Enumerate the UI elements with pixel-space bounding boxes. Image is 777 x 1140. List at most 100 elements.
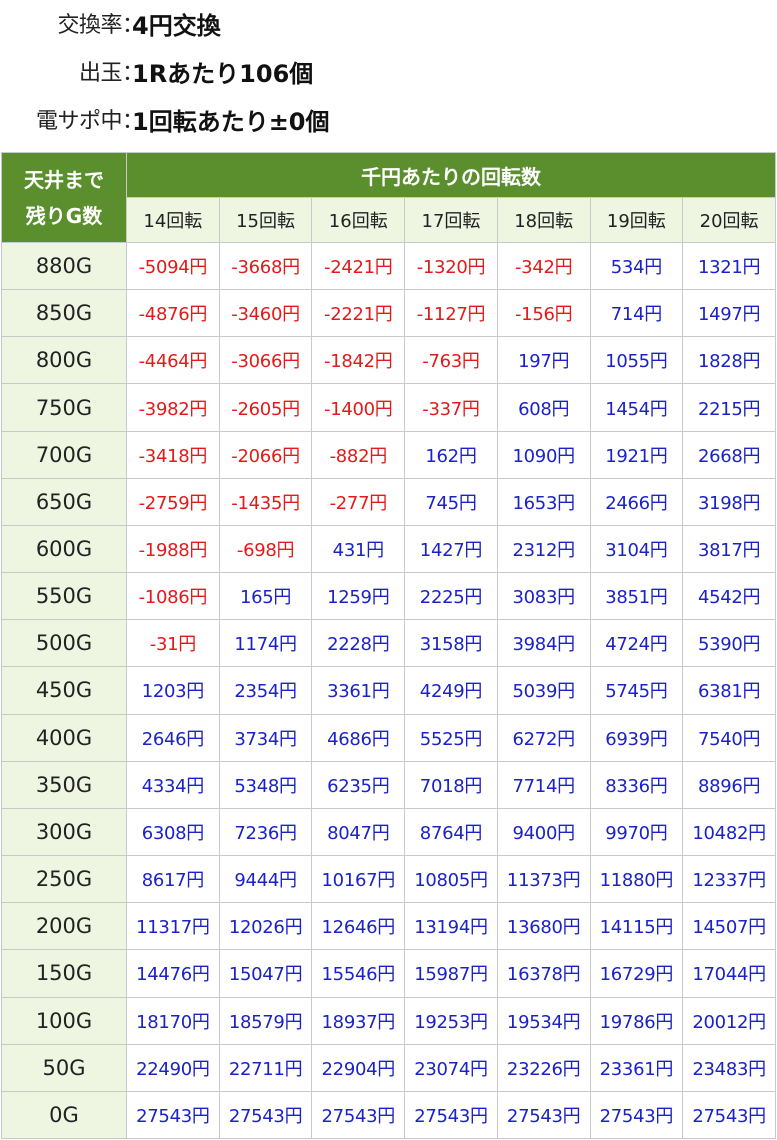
- value-cell: -2421円: [311, 241, 406, 291]
- table-row: 850G -4876円 -3460円 -2221円 -1127円 -156円 714円 149…: [1, 289, 776, 338]
- value-cell: 18937円: [311, 996, 406, 1045]
- value-cell: 22490円: [126, 1043, 220, 1092]
- table-row: 150G 14476円 15047円 15546円 15987円 16378円 16729円…: [1, 949, 776, 998]
- value-cell: -4876円: [126, 289, 220, 338]
- column-header: 17回転: [404, 197, 498, 243]
- row-header: 50G: [1, 1043, 127, 1092]
- value-cell: -1842円: [311, 336, 406, 385]
- value-cell: 12026円: [218, 902, 313, 951]
- value-cell: 16378円: [496, 949, 591, 998]
- row-header: 450G: [1, 666, 127, 715]
- value-cell: 16729円: [589, 949, 684, 998]
- expected-value-table: 天井まで 残りG数 千円あたりの回転数 14回転 15回転 16回転 17回転 18回転…: [1, 152, 776, 1140]
- value-cell: 8764円: [404, 807, 498, 857]
- value-cell: 15546円: [311, 949, 406, 998]
- value-cell: -1400円: [311, 383, 406, 432]
- value-cell: 197円: [496, 336, 591, 385]
- value-cell: 1090円: [496, 430, 591, 479]
- value-cell: 18579円: [218, 996, 313, 1045]
- value-cell: -337円: [404, 383, 498, 432]
- value-cell: -1127円: [404, 289, 498, 338]
- column-header: 18回転: [496, 197, 591, 243]
- value-cell: 10482円: [682, 807, 776, 857]
- value-cell: 3817円: [682, 524, 776, 574]
- table-row: 250G 8617円 9444円 10167円 10805円 11373円 11880円 12…: [1, 855, 776, 904]
- value-cell: 8896円: [682, 760, 776, 809]
- row-header: 100G: [1, 996, 127, 1045]
- support-row: 電サポ中 ： 1回転あたり±0個: [0, 99, 330, 139]
- value-cell: 22904円: [311, 1043, 406, 1092]
- value-cell: -1320円: [404, 241, 498, 291]
- table-row: 650G -2759円 -1435円 -277円 745円 1653円 2466円 3198円: [1, 477, 776, 526]
- value-cell: 2225円: [404, 572, 498, 621]
- value-cell: -3460円: [218, 289, 313, 338]
- value-cell: -3668円: [218, 241, 313, 291]
- value-cell: 5745円: [589, 666, 684, 715]
- remaining-games-header: 天井まで 残りG数: [1, 152, 127, 243]
- value-cell: -3066円: [218, 336, 313, 385]
- value-cell: -3982円: [126, 383, 220, 432]
- value-cell: 23074円: [404, 1043, 498, 1092]
- value-cell: 9400円: [496, 807, 591, 857]
- value-cell: -1988円: [126, 524, 220, 574]
- value-cell: -156円: [496, 289, 591, 338]
- row-header: 750G: [1, 383, 127, 432]
- exchange-rate-value: 4円交換: [132, 11, 221, 40]
- value-cell: -1086円: [126, 572, 220, 621]
- value-cell: 19534円: [496, 996, 591, 1045]
- value-cell: 12646円: [311, 902, 406, 951]
- value-cell: 7018円: [404, 760, 498, 809]
- value-cell: 5390円: [682, 619, 776, 668]
- value-cell: 6235円: [311, 760, 406, 809]
- value-cell: 13194円: [404, 902, 498, 951]
- value-cell: 3158円: [404, 619, 498, 668]
- value-cell: 1174円: [218, 619, 313, 668]
- value-cell: 1203円: [126, 666, 220, 715]
- value-cell: 27543円: [682, 1090, 776, 1140]
- value-cell: 13680円: [496, 902, 591, 951]
- table-row: 750G -3982円 -2605円 -1400円 -337円 608円 1454円 2215…: [1, 383, 776, 432]
- value-cell: 5348円: [218, 760, 313, 809]
- value-cell: -882円: [311, 430, 406, 479]
- column-header: 20回転: [682, 197, 776, 243]
- row-header: 650G: [1, 477, 127, 526]
- spins-per-thousand-header: 千円あたりの回転数: [126, 152, 776, 198]
- value-cell: 17044円: [682, 949, 776, 998]
- table-row: 800G -4464円 -3066円 -1842円 -763円 197円 1055円 1828…: [1, 336, 776, 385]
- exchange-rate-label: 交換率: [57, 13, 122, 38]
- value-cell: 1259円: [311, 572, 406, 621]
- row-header: 350G: [1, 760, 127, 809]
- value-cell: 4542円: [682, 572, 776, 621]
- value-cell: 20012円: [682, 996, 776, 1045]
- value-cell: 3984円: [496, 619, 591, 668]
- row-header: 550G: [1, 572, 127, 621]
- value-cell: 14476円: [126, 949, 220, 998]
- value-cell: 23361円: [589, 1043, 684, 1092]
- value-cell: 27543円: [496, 1090, 591, 1140]
- value-cell: 19786円: [589, 996, 684, 1045]
- value-cell: 27543円: [589, 1090, 684, 1140]
- value-cell: 27543円: [126, 1090, 220, 1140]
- column-header: 15回転: [218, 197, 313, 243]
- value-cell: 23483円: [682, 1043, 776, 1092]
- value-cell: 6939円: [589, 713, 684, 762]
- value-cell: 3361円: [311, 666, 406, 715]
- value-cell: 2354円: [218, 666, 313, 715]
- payout-label: 出玉: [78, 61, 123, 86]
- value-cell: 431円: [311, 524, 406, 574]
- value-cell: 4686円: [311, 713, 406, 762]
- value-cell: 5525円: [404, 713, 498, 762]
- value-cell: -2221円: [311, 289, 406, 338]
- table-row: 450G 1203円 2354円 3361円 4249円 5039円 5745円 6381円: [1, 666, 776, 715]
- value-cell: 3851円: [589, 572, 684, 621]
- value-cell: 27543円: [311, 1090, 406, 1140]
- value-cell: -2605円: [218, 383, 313, 432]
- column-header-row: 14回転 15回転 16回転 17回転 18回転 19回転 20回転: [2, 197, 776, 243]
- separator: ：: [122, 109, 145, 134]
- table-row: 0G 27543円 27543円 27543円 27543円 27543円 27543円 27…: [1, 1090, 776, 1140]
- value-cell: 19253円: [404, 996, 498, 1045]
- value-cell: 6272円: [496, 713, 591, 762]
- value-cell: 2312円: [496, 524, 591, 574]
- value-cell: 165円: [218, 572, 313, 621]
- exchange-rate-row: 交換率 ： 4円交換: [0, 3, 221, 43]
